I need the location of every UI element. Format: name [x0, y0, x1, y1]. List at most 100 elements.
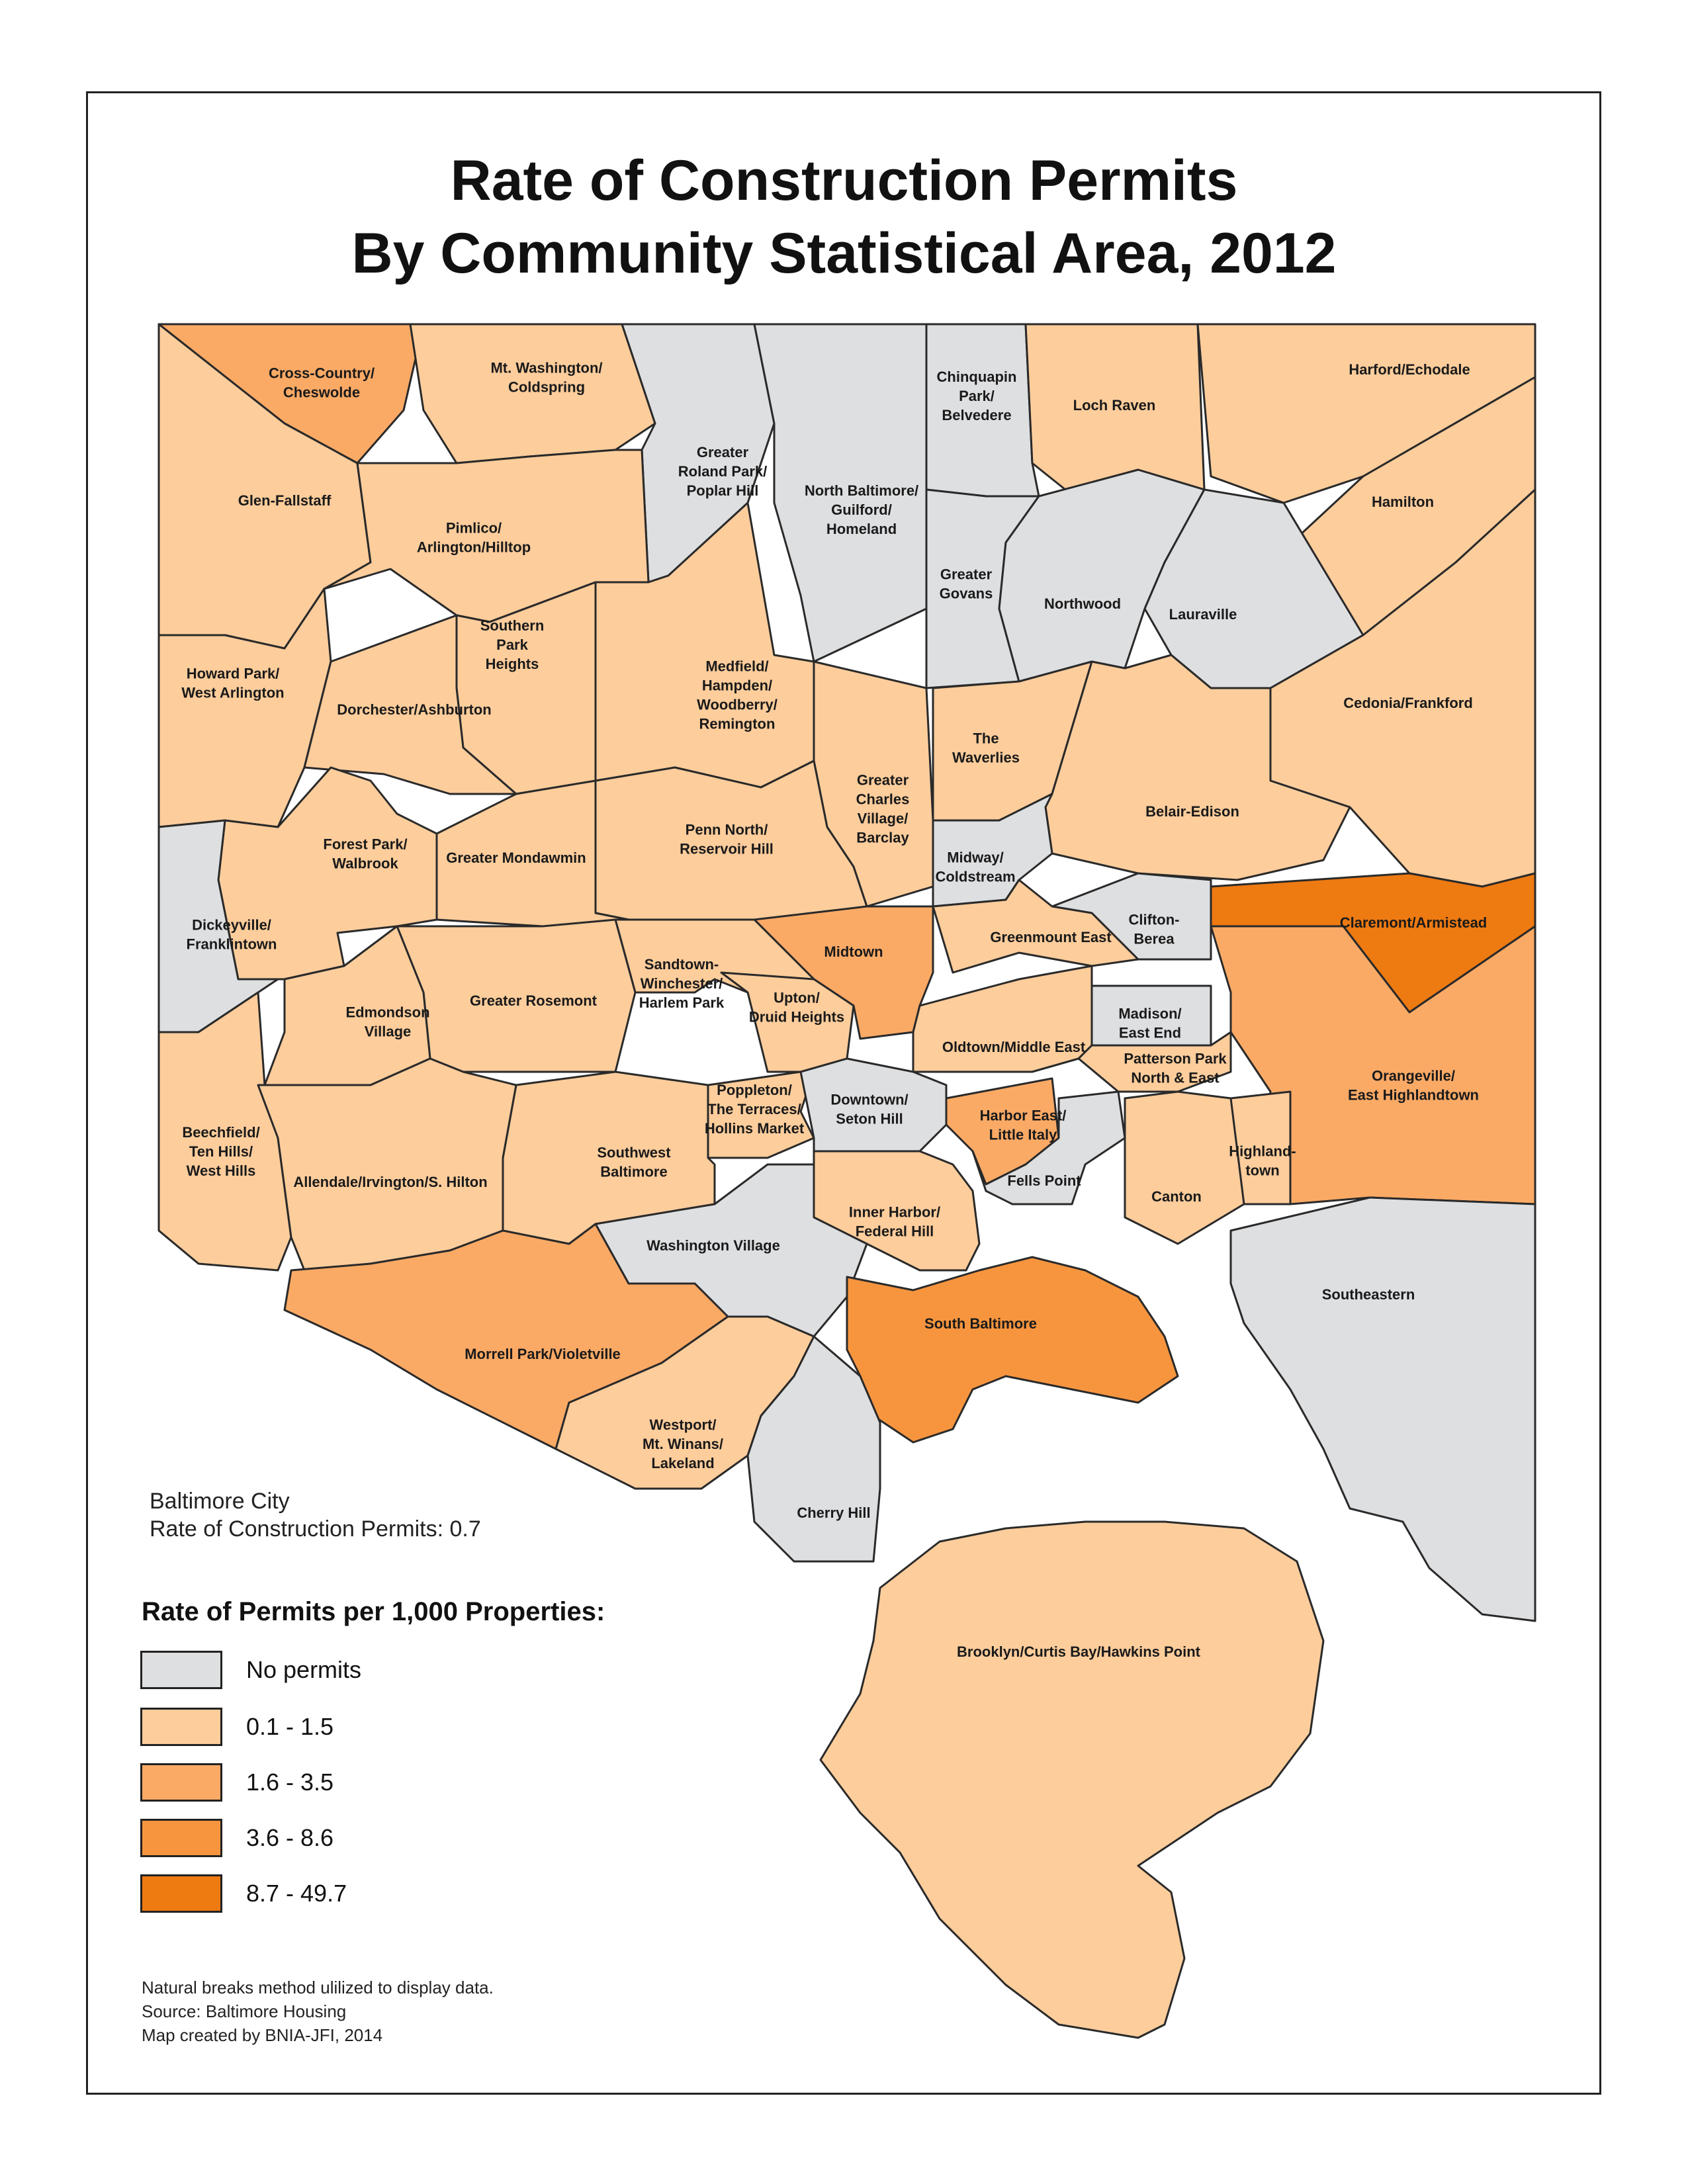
csa-label: Greenmount East — [990, 929, 1112, 945]
title-line-1: Rate of Construction Permits — [450, 149, 1238, 212]
csa-label: Park/ — [959, 388, 995, 404]
csa-label: Homeland — [826, 521, 897, 537]
csa-label: West Arlington — [181, 685, 284, 701]
csa-area — [932, 879, 1139, 974]
csa-label: Midway/ — [947, 850, 1004, 866]
method-note: Natural breaks method ulilized to displa… — [142, 1978, 494, 1997]
csa-label: Roland Park/ — [678, 463, 767, 480]
csa-label: Oldtown/Middle East — [942, 1039, 1086, 1055]
csa-label: North Baltimore/ — [805, 482, 918, 499]
legend-item: 0.1 - 1.5 — [140, 1707, 333, 1747]
csa-label: Claremont/Armistead — [1340, 914, 1488, 931]
csa-label: Howard Park/ — [187, 666, 280, 682]
csa-area — [912, 965, 1093, 1073]
csa-label: Fells Point — [1007, 1172, 1081, 1189]
csa-label: Druid Heights — [749, 1009, 844, 1026]
csa-label: Greater Rosemont — [470, 992, 598, 1009]
csa-label: Waverlies — [952, 750, 1020, 766]
csa-label: Inner Harbor/ — [849, 1204, 940, 1221]
csa-label: Coldspring — [508, 379, 585, 396]
csa-polygons — [157, 323, 1536, 2039]
csa-label: Hampden/ — [702, 677, 772, 694]
csa-label: Village — [365, 1024, 412, 1040]
csa-label: Cross-Country/ — [269, 365, 375, 382]
source-note: Source: Baltimore Housing — [142, 2001, 347, 2021]
csa-label: Poppleton/ — [717, 1082, 792, 1098]
csa-label: Greater — [697, 444, 749, 460]
csa-label: Medfield/ — [705, 658, 768, 675]
csa-label: Downtown/ — [830, 1092, 908, 1108]
csa-label: Little Italy — [989, 1127, 1057, 1143]
csa-label: Patterson Park — [1124, 1051, 1227, 1067]
csa-label: Allendale/Irvington/S. Hilton — [293, 1174, 487, 1190]
csa-label: Arlington/Hilltop — [417, 539, 531, 556]
csa-label: East End — [1119, 1025, 1181, 1041]
csa-area — [257, 1057, 517, 1272]
csa-label: Westport/ — [649, 1417, 716, 1433]
csa-label: Edmondson — [345, 1004, 429, 1021]
legend-swatch — [140, 1763, 222, 1802]
csa-labels: Cross-Country/Cheswolde Mt. Washington/Co… — [181, 360, 1487, 1661]
city-name: Baltimore City — [150, 1489, 290, 1514]
csa-label: Penn North/ — [686, 822, 768, 838]
legend-swatch — [140, 1874, 222, 1913]
csa-label: Madison/ — [1118, 1006, 1181, 1022]
city-rate: Rate of Construction Permits: 0.7 — [150, 1516, 481, 1542]
csa-label: Hollins Market — [705, 1120, 805, 1137]
csa-area — [283, 1223, 729, 1450]
legend-swatch — [140, 1708, 222, 1746]
csa-label: Ten Hills/ — [189, 1143, 253, 1160]
csa-label: Orangeville/ — [1372, 1068, 1455, 1084]
legend-label: 8.7 - 49.7 — [246, 1880, 347, 1907]
csa-label: The — [973, 730, 999, 747]
csa-label: Woodberry/ — [697, 697, 777, 713]
csa-label: Federal Hill — [856, 1223, 934, 1240]
csa-label: Upton/ — [774, 990, 820, 1006]
csa-label: Lauraville — [1169, 606, 1237, 623]
legend-item: No permits — [140, 1650, 361, 1690]
csa-label: Harford/Echodale — [1349, 361, 1470, 378]
legend-swatch — [140, 1651, 222, 1689]
csa-label: Clifton- — [1129, 912, 1180, 928]
csa-label: Coldstream — [935, 869, 1015, 885]
csa-label: Baltimore — [600, 1164, 667, 1180]
legend-label: 1.6 - 3.5 — [246, 1769, 334, 1796]
csa-label: Dorchester/Ashburton — [337, 701, 491, 718]
csa-label: Hamilton — [1372, 494, 1434, 510]
csa-label: Greater — [857, 772, 909, 789]
csa-label: Remington — [699, 716, 776, 732]
csa-label: Beechfield/ — [182, 1124, 259, 1141]
csa-label: Harlem Park — [639, 994, 725, 1011]
csa-label: Belair-Edison — [1145, 803, 1239, 820]
csa-label: Guilford/ — [831, 502, 892, 518]
csa-label: Sandtown- — [644, 956, 719, 973]
map-title: Rate of Construction Permits By Communit… — [0, 144, 1688, 290]
csa-label: Reservoir Hill — [680, 841, 774, 857]
csa-label: Walbrook — [332, 855, 398, 872]
csa-label: Poplar Hill — [687, 482, 759, 499]
csa-label: Pimlico/ — [446, 520, 502, 537]
city-summary: Baltimore City Rate of Construction Perm… — [150, 1487, 481, 1543]
csa-label: Highland- — [1229, 1143, 1296, 1160]
csa-label: Forest Park/ — [323, 836, 407, 853]
csa-label: Govans — [940, 586, 993, 602]
csa-area — [971, 1090, 1126, 1205]
csa-area — [746, 1335, 881, 1563]
csa-label: Cedonia/Frankford — [1343, 695, 1473, 711]
csa-label: East Highlandtown — [1348, 1087, 1479, 1104]
legend-label: 0.1 - 1.5 — [246, 1713, 334, 1740]
csa-label: Greater — [940, 566, 993, 583]
csa-area — [1124, 1090, 1245, 1245]
csa-label: Lakeland — [651, 1455, 714, 1471]
csa-label: Greater Mondawmin — [446, 850, 586, 866]
legend-item: 3.6 - 8.6 — [140, 1818, 333, 1858]
csa-label: town — [1245, 1162, 1279, 1179]
legend-item: 8.7 - 49.7 — [140, 1874, 347, 1913]
csa-label: Belvedere — [942, 407, 1011, 423]
csa-label: Village/ — [858, 810, 909, 827]
csa-area — [1210, 925, 1536, 1205]
csa-label: Mt. Washington/ — [490, 360, 602, 376]
csa-label: Southeastern — [1322, 1286, 1415, 1303]
csa-label: Park — [496, 636, 528, 653]
legend-item: 1.6 - 3.5 — [140, 1763, 333, 1802]
